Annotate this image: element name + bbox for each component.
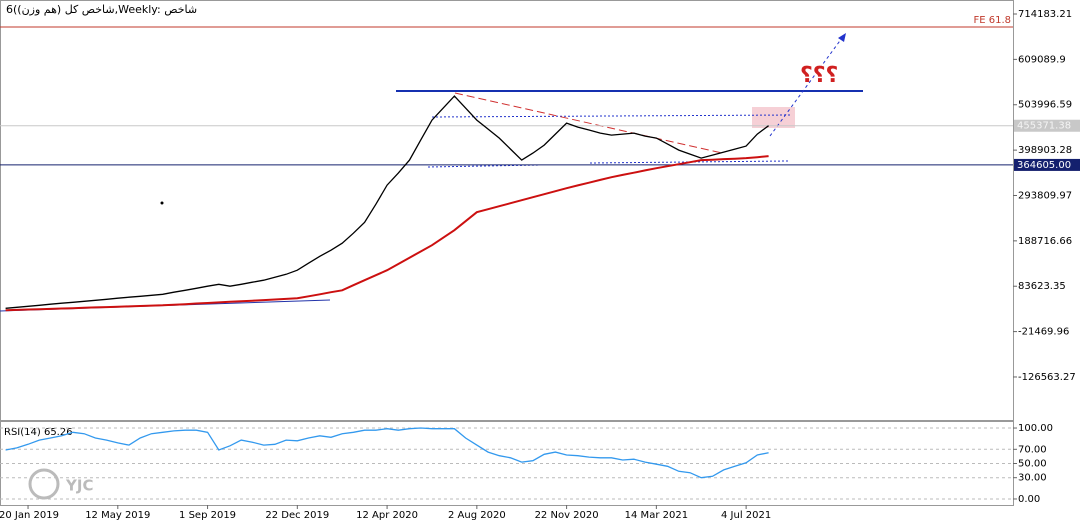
projection-arrow <box>769 37 843 137</box>
y-tick-label: 30.00 <box>1018 473 1047 484</box>
x-tick-label: 1 Sep 2019 <box>179 510 236 521</box>
y-tick-label: 0.00 <box>1018 494 1040 505</box>
x-tick-label: 22 Dec 2019 <box>265 510 329 521</box>
y-tick-label: 188716.66 <box>1018 236 1072 247</box>
y-tick-label: 503996.59 <box>1018 100 1072 111</box>
chart-title: 6(شاخص کل (هم وزن),Weekly: شاخص <box>6 3 197 16</box>
y-tick-label: -21469.96 <box>1018 327 1069 338</box>
series-line <box>5 155 769 312</box>
annotation: ؟؟؟ <box>800 63 838 88</box>
x-tick-label: 4 Jul 2021 <box>721 510 771 521</box>
y-tick-label: 100.00 <box>1018 423 1053 434</box>
y-tick-label: 714183.21 <box>1018 9 1072 20</box>
dot <box>160 201 164 205</box>
y-tick-label: 609089.9 <box>1018 54 1066 65</box>
down-trend-line <box>454 92 723 154</box>
price-box <box>1014 158 1080 171</box>
y-tick-label: 50.00 <box>1018 459 1047 470</box>
x-tick-label: 12 Apr 2020 <box>356 510 418 521</box>
main-frame <box>0 0 1014 421</box>
y-tick-label: 70.00 <box>1018 444 1047 455</box>
watermark-logo <box>28 468 60 500</box>
watermark: YJC <box>65 477 93 495</box>
target-zone <box>752 107 795 128</box>
series-line <box>5 427 769 479</box>
y-tick-label: 398903.28 <box>1018 145 1072 156</box>
price-box <box>1014 119 1080 132</box>
x-tick-label: 20 Jan 2019 <box>0 510 59 521</box>
x-tick-label: 14 Mar 2021 <box>625 510 688 521</box>
y-tick-label: 293809.97 <box>1018 190 1072 201</box>
y-tick-label: -126563.27 <box>1018 372 1076 383</box>
channel-line <box>589 160 789 164</box>
x-tick-label: 22 Nov 2020 <box>535 510 599 521</box>
arrow-head <box>838 33 846 42</box>
x-tick-label: 12 May 2019 <box>85 510 150 521</box>
x-tick-label: 2 Aug 2020 <box>448 510 506 521</box>
series-line <box>5 95 769 309</box>
y-tick-label: 83623.35 <box>1018 281 1066 292</box>
price-label: 364605.00 <box>1017 160 1071 171</box>
rsi-title: RSI(14) 65.26 <box>4 427 73 438</box>
price-label: 455371.38 <box>1017 121 1071 132</box>
level-label: FE 61.8 <box>973 15 1011 26</box>
